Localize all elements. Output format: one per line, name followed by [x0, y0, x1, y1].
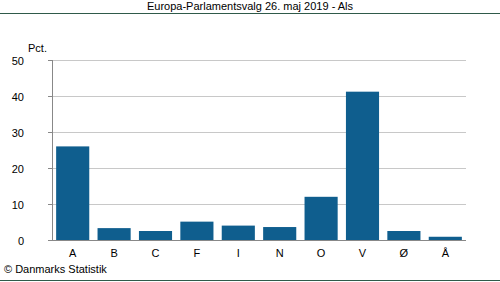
grid-line	[52, 132, 466, 133]
x-tick-label: V	[359, 247, 367, 259]
bar	[222, 226, 255, 240]
x-tick-label: F	[194, 247, 201, 259]
x-axis	[52, 240, 466, 241]
y-axis-label: Pct.	[28, 42, 47, 54]
bars	[56, 92, 462, 240]
bar	[305, 197, 338, 240]
x-tick-label: B	[110, 247, 117, 259]
y-tick	[48, 204, 52, 205]
y-tick-label: 50	[12, 55, 24, 67]
bar	[263, 227, 296, 240]
grid-line	[52, 204, 466, 205]
x-tick-label: O	[317, 247, 326, 259]
bar	[56, 146, 89, 240]
y-tick-label: 10	[12, 199, 24, 211]
x-tick-label: Ø	[400, 247, 409, 259]
source: © Danmarks Statistik	[4, 263, 107, 275]
x-tick-label: A	[69, 247, 77, 259]
chart-container: Europa-Parlamentsvalg 26. maj 2019 - Als…	[0, 0, 500, 282]
bottom-rule	[0, 280, 500, 281]
bar	[387, 231, 420, 240]
bar	[180, 222, 213, 240]
y-tick	[48, 60, 52, 61]
bar	[98, 228, 131, 240]
x-tick-label: I	[237, 247, 240, 259]
chart-svg: Europa-Parlamentsvalg 26. maj 2019 - Als…	[0, 0, 500, 282]
y-tick	[48, 96, 52, 97]
y-tick-label: 0	[18, 235, 24, 247]
grid-line	[52, 168, 466, 169]
bar	[429, 237, 462, 240]
title: Europa-Parlamentsvalg 26. maj 2019 - Als	[147, 0, 354, 12]
y-tick	[48, 132, 52, 133]
grid-line	[52, 60, 466, 61]
y-tick	[48, 168, 52, 169]
x-tick-label: C	[152, 247, 160, 259]
grid-line	[52, 96, 466, 97]
grid-line	[52, 240, 466, 241]
x-tick-label: Å	[442, 247, 450, 259]
title-rule	[0, 13, 500, 14]
y-tick-label: 40	[12, 91, 24, 103]
y-tick-label: 20	[12, 163, 24, 175]
bar	[139, 231, 172, 240]
y-axis	[52, 60, 53, 240]
x-tick-label: N	[276, 247, 284, 259]
bar	[346, 92, 379, 240]
y-tick	[48, 240, 52, 241]
y-tick-label: 30	[12, 127, 24, 139]
